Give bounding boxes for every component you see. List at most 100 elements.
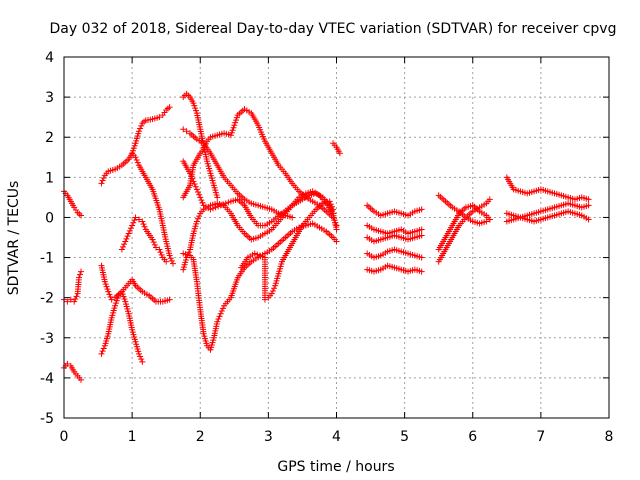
x-tick-label: 2 bbox=[196, 429, 205, 445]
chart-title: Day 032 of 2018, Sidereal Day-to-day VTE… bbox=[50, 21, 617, 37]
data-point-interp bbox=[259, 253, 266, 260]
x-tick-label: 3 bbox=[264, 429, 273, 445]
data-point bbox=[139, 358, 146, 365]
data-point-interp bbox=[168, 257, 175, 264]
data-point bbox=[98, 180, 105, 187]
data-point bbox=[125, 230, 132, 237]
series-20 bbox=[364, 246, 425, 261]
data-point bbox=[98, 350, 105, 357]
data-point bbox=[135, 216, 142, 223]
data-point-interp bbox=[167, 255, 174, 262]
series-10 bbox=[180, 126, 296, 221]
data-point-interp bbox=[229, 127, 236, 134]
series-21 bbox=[364, 262, 425, 275]
data-point-interp bbox=[103, 283, 110, 290]
axis-ticks: 0 1 2 3 4 5 6 7 8 -5 -4 -3 -2 -1 0 1 2 3 4 bbox=[40, 50, 613, 445]
x-tick-label: 5 bbox=[400, 429, 409, 445]
data-point bbox=[132, 154, 139, 161]
data-point bbox=[78, 268, 85, 275]
data-point bbox=[585, 216, 592, 223]
x-tick-label: 6 bbox=[468, 429, 477, 445]
data-point-interp bbox=[114, 295, 121, 302]
data-point-interp bbox=[233, 117, 240, 124]
data-point bbox=[483, 218, 490, 225]
series-24 bbox=[435, 192, 493, 227]
data-point-interp bbox=[137, 125, 144, 132]
data-point bbox=[75, 274, 82, 281]
y-tick-label: 4 bbox=[45, 50, 54, 66]
data-point bbox=[152, 244, 159, 251]
data-point bbox=[64, 360, 71, 367]
data-point bbox=[183, 128, 190, 135]
data-point-interp bbox=[327, 201, 334, 208]
data-point bbox=[149, 236, 156, 243]
data-point-interp bbox=[131, 217, 138, 224]
data-point bbox=[289, 214, 296, 221]
data-point-interp bbox=[123, 235, 130, 242]
y-tick-label: -3 bbox=[40, 331, 54, 347]
data-point-interp bbox=[120, 243, 127, 250]
data-point-interp bbox=[230, 124, 237, 131]
data-point-interp bbox=[130, 145, 137, 152]
series-13 bbox=[180, 188, 340, 273]
y-tick-label: -1 bbox=[40, 251, 54, 267]
data-point-interp bbox=[256, 252, 263, 259]
data-point bbox=[78, 212, 85, 219]
data-point bbox=[78, 376, 85, 383]
series-27 bbox=[503, 208, 592, 225]
data-point-interp bbox=[228, 129, 235, 136]
data-point-interp bbox=[131, 142, 138, 149]
data-point-interp bbox=[191, 102, 198, 109]
data-point bbox=[166, 252, 173, 259]
data-point bbox=[418, 206, 425, 213]
series-25 bbox=[503, 174, 592, 203]
data-point bbox=[200, 146, 207, 153]
data-point-interp bbox=[138, 122, 145, 129]
data-point-interp bbox=[72, 296, 79, 303]
data-point bbox=[585, 202, 592, 209]
x-tick-label: 8 bbox=[605, 429, 614, 445]
data-point-interp bbox=[185, 249, 192, 256]
data-point bbox=[64, 298, 71, 305]
data-point-interp bbox=[158, 251, 165, 258]
data-point bbox=[227, 132, 234, 139]
data-point-interp bbox=[113, 297, 120, 304]
data-point-interp bbox=[218, 308, 225, 315]
data-point-interp bbox=[77, 271, 84, 278]
y-tick-label: -5 bbox=[40, 411, 54, 427]
data-point-interp bbox=[107, 293, 114, 300]
data-point-interp bbox=[201, 143, 208, 150]
series-9 bbox=[180, 90, 221, 201]
data-point-interp bbox=[119, 291, 126, 298]
data-point-interp bbox=[99, 348, 106, 355]
series-17 bbox=[364, 202, 425, 219]
data-point-interp bbox=[100, 175, 107, 182]
data-point-interp bbox=[254, 251, 261, 258]
data-point bbox=[135, 128, 142, 135]
data-point bbox=[156, 114, 163, 121]
data-point-interp bbox=[196, 213, 203, 220]
series-19 bbox=[364, 232, 425, 245]
data-point-interp bbox=[133, 156, 140, 163]
data-point bbox=[67, 296, 74, 303]
data-point bbox=[585, 196, 592, 203]
data-point-interp bbox=[194, 215, 201, 222]
series-2 bbox=[61, 268, 85, 305]
data-point-interp bbox=[141, 223, 148, 230]
data-point-interp bbox=[192, 105, 199, 112]
series-7 bbox=[98, 288, 146, 365]
data-points bbox=[61, 90, 592, 383]
data-point bbox=[193, 186, 200, 193]
data-point-interp bbox=[121, 241, 128, 248]
data-point bbox=[418, 226, 425, 233]
data-point-interp bbox=[192, 107, 199, 114]
data-point-interp bbox=[198, 197, 205, 204]
x-tick-label: 7 bbox=[536, 429, 545, 445]
data-point-interp bbox=[269, 287, 276, 294]
data-point-interp bbox=[112, 300, 119, 307]
x-tick-label: 1 bbox=[128, 429, 137, 445]
data-point-interp bbox=[130, 219, 137, 226]
series-8 bbox=[129, 150, 176, 267]
data-point bbox=[418, 232, 425, 239]
data-point bbox=[108, 296, 115, 303]
